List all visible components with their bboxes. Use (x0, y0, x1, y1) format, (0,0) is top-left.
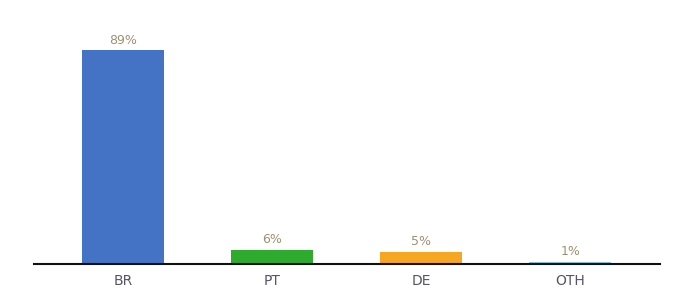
Text: 6%: 6% (262, 233, 282, 246)
Text: 5%: 5% (411, 236, 431, 248)
Text: 89%: 89% (109, 34, 137, 47)
Bar (380, 252, 462, 264)
Bar (529, 262, 611, 264)
Bar (231, 250, 313, 264)
Text: 1%: 1% (560, 245, 580, 258)
Bar (82, 50, 165, 264)
